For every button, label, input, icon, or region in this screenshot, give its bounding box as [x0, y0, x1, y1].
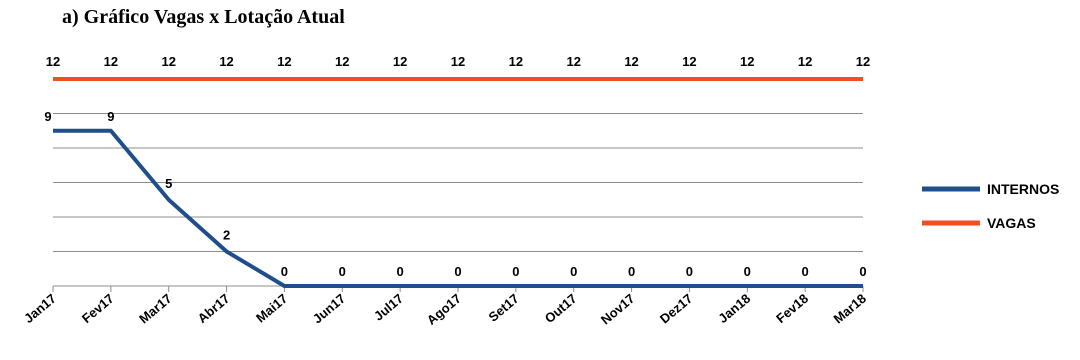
data-labels: 9 9 5 2 0 0 0 0 0 0 0 0 0 0 0 12 12 12 12 12 12 12 12 12 12 12 12 1…	[44, 54, 870, 279]
x-tick-label: Fev17	[79, 291, 117, 326]
data-label-internos: 0	[802, 264, 809, 279]
legend-label-vagas: VAGAS	[987, 215, 1036, 231]
x-tick-label: Dez17	[657, 291, 695, 327]
data-label-internos: 0	[512, 264, 519, 279]
x-tick-label: Jan18	[715, 291, 753, 326]
x-tick-label: Jun17	[310, 291, 348, 327]
series-line-internos	[53, 128, 863, 288]
data-label-vagas: 12	[509, 54, 523, 69]
x-tick-label: Ago17	[424, 291, 464, 328]
data-label-internos: 0	[628, 264, 635, 279]
x-tick-label: Mar17	[136, 291, 174, 327]
data-label-internos: 0	[281, 264, 288, 279]
data-label-vagas: 12	[219, 54, 233, 69]
x-tick-label: Set17	[486, 291, 522, 325]
x-tick-label: Mai17	[253, 291, 290, 326]
data-label-vagas: 12	[740, 54, 754, 69]
data-label-internos: 0	[744, 264, 751, 279]
data-label-internos: 9	[44, 109, 51, 124]
legend-label-internos: INTERNOS	[987, 181, 1059, 197]
x-tick-label: Nov17	[598, 291, 638, 328]
data-label-vagas: 12	[624, 54, 638, 69]
data-label-vagas: 12	[393, 54, 407, 69]
x-tick-label: Mar18	[831, 291, 869, 327]
data-label-internos: 0	[859, 264, 866, 279]
data-label-vagas: 12	[566, 54, 580, 69]
data-label-vagas: 12	[451, 54, 465, 69]
data-label-vagas: 12	[335, 54, 349, 69]
data-label-internos: 0	[454, 264, 461, 279]
data-label-vagas: 12	[856, 54, 870, 69]
data-label-internos: 2	[223, 228, 230, 243]
x-tick-label: Fev18	[773, 291, 811, 326]
data-label-internos: 0	[570, 264, 577, 279]
x-tick-label: Jan17	[21, 291, 59, 326]
data-label-internos: 9	[107, 109, 114, 124]
x-tick-labels: Jan17 Fev17 Mar17 Abr17 Mai17 Jun17 Jul17 Ago17…	[21, 291, 869, 328]
data-label-internos: 0	[686, 264, 693, 279]
data-label-internos: 0	[397, 264, 404, 279]
data-label-vagas: 12	[798, 54, 812, 69]
data-label-vagas: 12	[104, 54, 118, 69]
x-tick-label: Out17	[542, 291, 580, 326]
chart-title: a) Gráfico Vagas x Lotação Atual	[62, 6, 345, 28]
series-lines	[53, 77, 863, 288]
data-label-vagas: 12	[46, 54, 60, 69]
gridlines	[53, 113, 863, 252]
x-tick-label: Jul17	[371, 291, 406, 324]
data-label-vagas: 12	[277, 54, 291, 69]
data-label-internos: 5	[165, 176, 172, 191]
legend: INTERNOS VAGAS	[922, 181, 1059, 231]
data-label-internos: 0	[339, 264, 346, 279]
data-label-vagas: 12	[161, 54, 175, 69]
x-tick-label: Abr17	[195, 291, 233, 326]
data-label-vagas: 12	[682, 54, 696, 69]
